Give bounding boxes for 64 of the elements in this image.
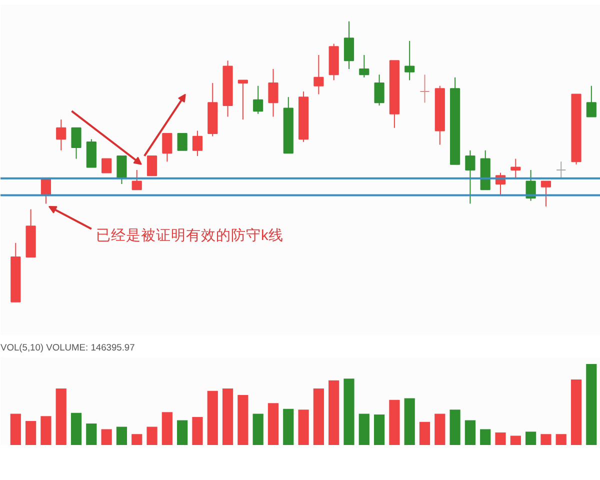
bar: [177, 420, 188, 445]
candlestick: [420, 74, 430, 104]
annotation: 已经是被证明有效的防守k线: [96, 226, 284, 244]
bar: [162, 412, 172, 445]
candlestick: [116, 155, 127, 185]
bar: [556, 434, 566, 445]
bar: [252, 414, 264, 445]
bar: [344, 378, 354, 445]
bar: [10, 414, 21, 445]
bar: [26, 421, 36, 445]
bar: [328, 380, 340, 445]
bar: [450, 410, 460, 445]
candlestick: [540, 180, 551, 207]
bar: [586, 364, 597, 445]
bar: [192, 416, 203, 445]
candlestick: [344, 20, 354, 70]
bar: [207, 390, 218, 445]
candlestick: [177, 133, 188, 151]
bar: [146, 426, 158, 445]
candlestick: [404, 40, 415, 81]
bar: [480, 429, 491, 445]
bar: [283, 408, 294, 445]
candlestick: [586, 85, 596, 118]
candlestick: [146, 155, 158, 176]
candlestick: [556, 161, 566, 179]
bar: [419, 422, 430, 445]
bar: [358, 414, 370, 445]
candlestick: [71, 127, 82, 160]
candlestick: [510, 158, 521, 179]
bar: [495, 432, 506, 445]
bar: [389, 400, 400, 445]
bar: [40, 416, 52, 445]
bar: [313, 388, 324, 445]
chart-title: VOL(5,10) VOLUME: 146395.97: [0, 342, 135, 352]
bar: [404, 398, 415, 445]
candlestick: [132, 170, 142, 190]
bar: [540, 434, 552, 445]
bar: [238, 394, 248, 445]
candlestick: [359, 54, 370, 78]
bar: [526, 432, 536, 445]
bar: [510, 436, 521, 445]
bar: [86, 424, 97, 445]
bar: [298, 410, 309, 445]
bar: [101, 429, 112, 445]
bar: [132, 434, 142, 445]
candlestick: [238, 80, 248, 120]
candlestick: [374, 74, 384, 106]
candlestick: [56, 119, 66, 151]
bar: [570, 380, 582, 445]
candlestick: [268, 68, 278, 118]
bar: [374, 414, 385, 445]
bar: [464, 420, 476, 445]
candlestick: [162, 133, 172, 162]
bar: [56, 388, 66, 445]
candlestick: [192, 130, 203, 156]
candlestick: [314, 54, 324, 95]
bar: [434, 414, 446, 445]
bar: [268, 403, 279, 445]
candlestick: [253, 85, 264, 114]
bar: [116, 426, 128, 445]
candlestick: [465, 150, 476, 204]
bar: [222, 388, 234, 445]
candlestick: [102, 158, 112, 174]
bar: [70, 412, 82, 445]
